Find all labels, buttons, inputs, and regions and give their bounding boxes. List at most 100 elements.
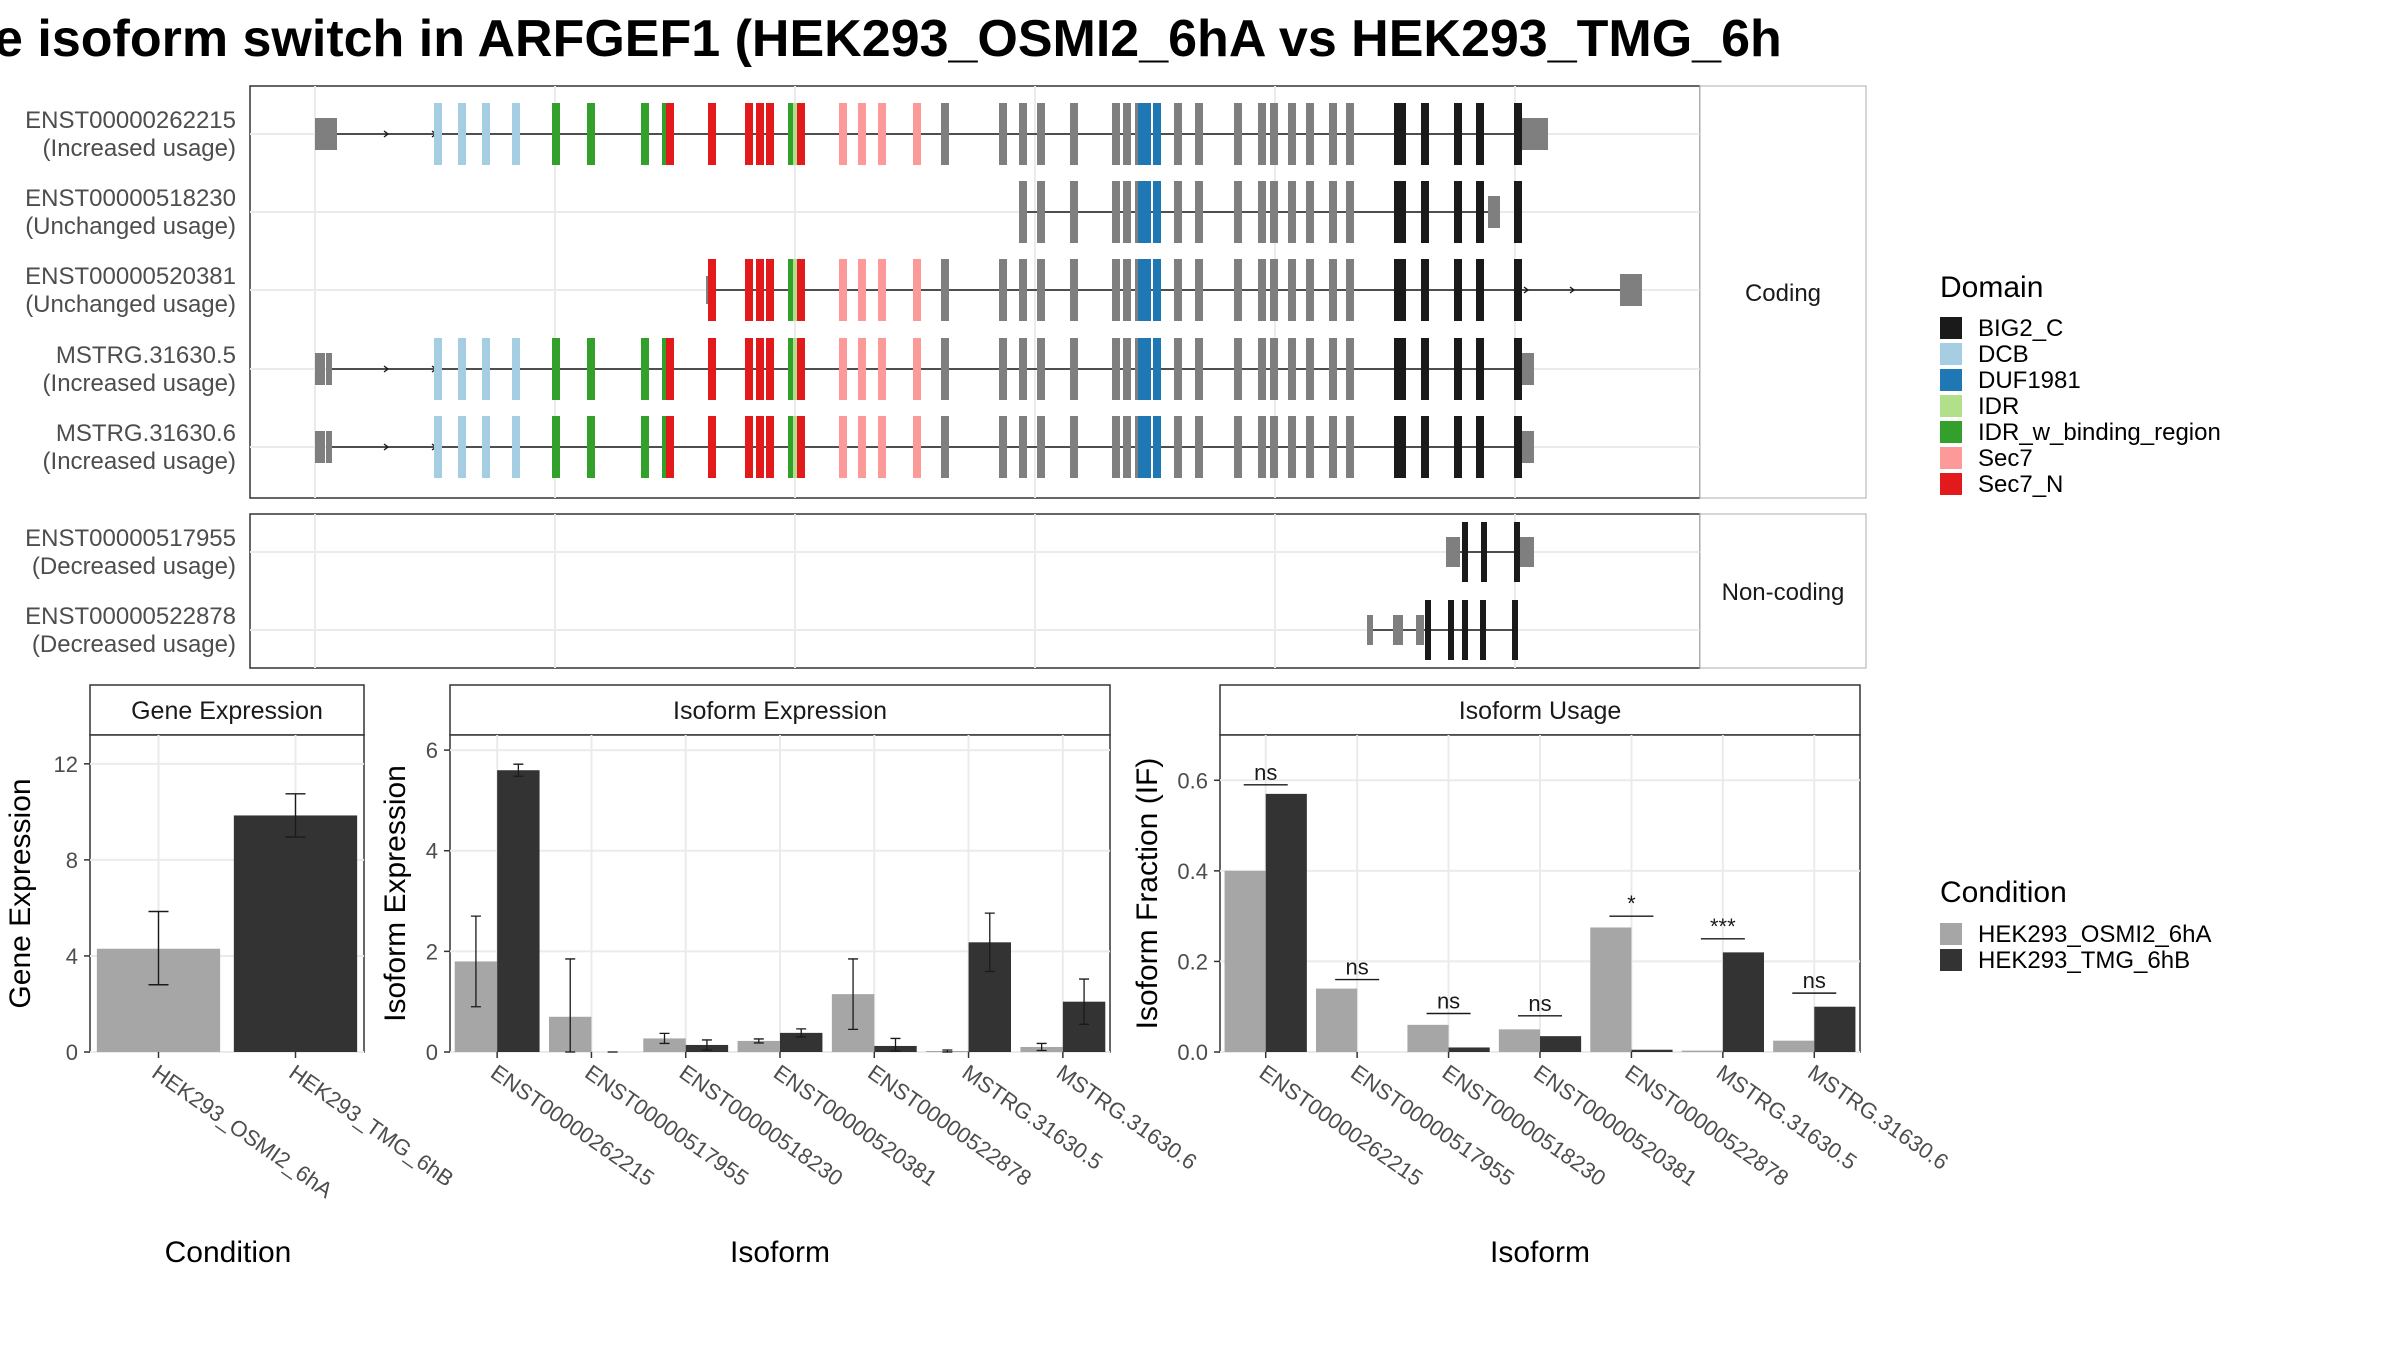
coding-exon — [999, 416, 1007, 478]
domain-exon — [1454, 181, 1462, 243]
significance-label: *** — [1710, 914, 1736, 939]
chart-title: Isoform Usage — [1459, 697, 1622, 725]
isoform-usage-label: (Decreased usage) — [32, 553, 236, 580]
x-axis-title: Isoform — [1490, 1236, 1590, 1269]
domain-legend-label: IDR_w_binding_region — [1978, 419, 2221, 446]
domain-legend-swatch — [1940, 317, 1962, 339]
isoform-usage-label: (Increased usage) — [43, 370, 236, 397]
y-tick-label: 0.0 — [1177, 1040, 1208, 1065]
domain-exon — [512, 416, 520, 478]
x-axis-title: Isoform — [730, 1236, 830, 1269]
domain-legend-swatch — [1940, 343, 1962, 365]
coding-exon — [1270, 181, 1278, 243]
utr-exon — [315, 118, 337, 150]
error-bar — [1036, 1042, 1047, 1052]
domain-exon — [1454, 416, 1462, 478]
utr-exon — [1488, 196, 1500, 228]
domain-exon — [766, 416, 774, 478]
domain-exon — [839, 259, 847, 321]
domain-exon — [512, 338, 520, 400]
coding-exon — [1329, 181, 1337, 243]
bar — [1631, 1049, 1673, 1052]
domain-exon — [858, 103, 866, 165]
coding-exon — [1019, 103, 1027, 165]
bar — [1722, 952, 1764, 1052]
domain-exon — [708, 416, 716, 478]
bar — [233, 815, 358, 1052]
domain-exon — [1514, 338, 1522, 400]
bar — [1407, 1024, 1449, 1052]
coding-exon — [1037, 338, 1045, 400]
domain-exon — [878, 103, 886, 165]
coding-exon — [1195, 259, 1203, 321]
coding-exon — [1070, 181, 1078, 243]
coding-exon — [1174, 338, 1182, 400]
domain-exon — [641, 416, 649, 478]
y-tick-label: 4 — [66, 944, 78, 969]
coding-exon — [1270, 259, 1278, 321]
coding-exon — [1346, 338, 1354, 400]
chart-title-strip — [1219, 684, 1861, 736]
domain-legend-label: IDR — [1978, 393, 2019, 420]
domain-legend-label: BIG2_C — [1978, 315, 2063, 342]
domain-exon — [552, 416, 560, 478]
coding-exon — [1306, 416, 1314, 478]
chart-title: Gene Expression — [131, 697, 323, 725]
domain-exon — [1138, 338, 1146, 400]
coding-exon — [1195, 181, 1203, 243]
noncoding-exon — [1446, 537, 1460, 567]
domain-exon — [1138, 416, 1146, 478]
coding-exon — [1037, 181, 1045, 243]
utr-exon — [315, 431, 325, 463]
domain-exon — [756, 416, 764, 478]
domain-exon — [788, 259, 796, 321]
strand-arrow — [383, 365, 390, 373]
domain-exon — [766, 103, 774, 165]
domain-exon — [797, 259, 805, 321]
domain-exon — [1143, 181, 1151, 243]
domain-legend-swatch — [1940, 421, 1962, 443]
coding-exon — [1346, 181, 1354, 243]
condition-legend-title: Condition — [1940, 876, 2067, 909]
figure-title: e isoform switch in ARFGEF1 (HEK293_OSMI… — [0, 10, 1782, 68]
coding-exon — [1234, 103, 1242, 165]
domain-exon — [434, 416, 442, 478]
noncoding-exon — [1512, 600, 1518, 660]
domain-exon — [745, 338, 753, 400]
domain-exon — [434, 103, 442, 165]
bar — [1590, 927, 1632, 1052]
domain-exon — [839, 416, 847, 478]
domain-exon — [641, 103, 649, 165]
error-bar — [148, 910, 169, 986]
domain-exon — [1421, 181, 1429, 243]
bar — [1265, 793, 1307, 1052]
bar — [1540, 1036, 1582, 1052]
significance-label: ns — [1528, 991, 1551, 1016]
coding-exon — [1037, 259, 1045, 321]
coding-exon — [1329, 259, 1337, 321]
coding-exon — [1288, 103, 1296, 165]
coding-exon — [941, 416, 949, 478]
y-tick-label: 2 — [426, 939, 438, 964]
domain-exon — [1398, 181, 1406, 243]
isoform-usage-chart: Isoform Usage 0.0 0.2 0.4 0.6 ENST00000262215… — [1131, 684, 1953, 1269]
x-tick-label: ENST00000262215 — [1255, 1060, 1428, 1191]
coding-exon — [1195, 338, 1203, 400]
bar — [1316, 988, 1358, 1052]
coding-exon — [1306, 181, 1314, 243]
noncoding-exon — [1480, 600, 1486, 660]
domain-legend-label: DUF1981 — [1978, 367, 2081, 394]
noncoding-exon — [1425, 600, 1431, 660]
coding-exon — [1037, 103, 1045, 165]
domain-exon — [878, 338, 886, 400]
noncoding-exon — [1481, 522, 1487, 582]
domain-exon — [482, 416, 490, 478]
domain-exon — [913, 416, 921, 478]
domain-legend-label: Sec7 — [1978, 445, 2033, 472]
domain-exon — [587, 416, 595, 478]
isoform-expression-chart: Isoform Expression0246ENST00000262215ENS… — [379, 684, 1202, 1269]
error-bar — [1079, 978, 1090, 1025]
x-axis-title: Condition — [165, 1236, 292, 1269]
domain-exon — [797, 416, 805, 478]
